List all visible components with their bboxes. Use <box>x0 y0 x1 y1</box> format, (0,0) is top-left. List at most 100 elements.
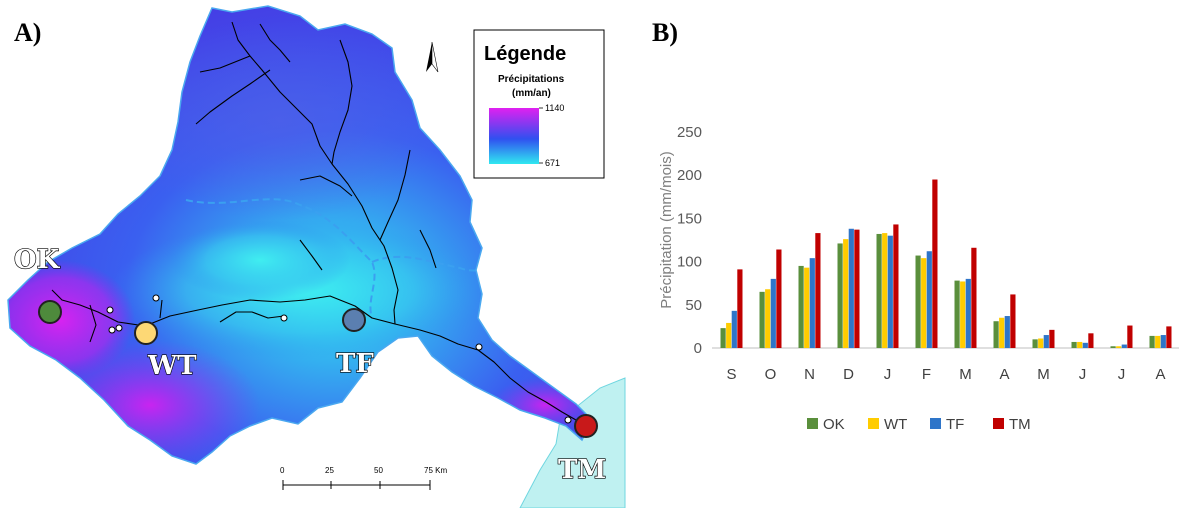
bar-tf <box>1082 342 1088 348</box>
bar-wt <box>804 267 810 348</box>
station-tf: TF <box>335 308 375 380</box>
svg-text:50: 50 <box>374 466 383 475</box>
legend-title: Légende <box>484 43 566 65</box>
svg-text:0: 0 <box>280 466 285 475</box>
bar-ok <box>1110 346 1116 348</box>
legend-min-value: 671 <box>545 158 560 168</box>
bar-wt <box>1116 346 1122 348</box>
x-tick-label: S <box>726 366 736 383</box>
precipitation-bar-chart: Précipitation (mm/mois) 050100150200250 … <box>658 124 1179 433</box>
legend-swatch-wt <box>868 418 879 429</box>
station-wt: WT <box>134 321 198 382</box>
legend-label-tf: TF <box>946 416 964 433</box>
x-tick-label: J <box>884 366 892 383</box>
chart-legend: OK WT TF TM <box>807 416 1031 433</box>
bar-tf <box>965 278 971 348</box>
x-tick-label: A <box>999 366 1009 383</box>
legend-subtitle: Précipitations <box>498 74 565 85</box>
bar-tm <box>815 233 821 348</box>
precipitation-map: OK WT TF TM Légende Précipitations (mm/a… <box>7 5 626 508</box>
bar-ok <box>915 255 921 348</box>
bar-tf <box>887 235 893 348</box>
bar-tm <box>971 247 977 348</box>
bar-tm <box>1088 333 1094 348</box>
y-tick-label: 0 <box>694 340 702 357</box>
svg-text:WT: WT <box>147 351 197 381</box>
bar-ok <box>759 291 765 348</box>
bar-tf <box>1004 316 1010 348</box>
bar-ok <box>1032 339 1038 348</box>
x-tick-label: M <box>1037 366 1050 383</box>
y-tick-label: 100 <box>677 254 702 271</box>
station-tm: TM <box>557 414 607 486</box>
bar-tf <box>926 251 932 348</box>
bar-ok <box>954 280 960 348</box>
bar-wt <box>765 289 771 348</box>
x-tick-label: O <box>765 366 777 383</box>
bar-tf <box>770 278 776 348</box>
gauge-points <box>106 294 572 424</box>
bar-tm <box>776 249 782 348</box>
north-arrow-icon <box>426 41 439 73</box>
x-tick-label: N <box>804 366 815 383</box>
bar-tm <box>1127 325 1133 348</box>
bar-wt <box>843 239 849 348</box>
bar-tm <box>1049 329 1055 348</box>
bar-tf <box>1121 344 1127 348</box>
legend-swatch-tf <box>930 418 941 429</box>
legend-label-wt: WT <box>884 416 907 433</box>
panel-a-label: A) <box>14 18 42 47</box>
river-network <box>51 21 577 421</box>
panel-b-label: B) <box>652 18 678 47</box>
subbasin-boundary <box>371 255 483 272</box>
bar-ok <box>1149 335 1155 348</box>
svg-text:75 Km: 75 Km <box>424 466 447 475</box>
svg-text:OK: OK <box>14 245 61 275</box>
legend-swatch-ok <box>807 418 818 429</box>
bar-ok <box>798 265 804 348</box>
bar-tm <box>1010 294 1016 348</box>
y-tick-label: 150 <box>677 210 702 227</box>
bar-ok <box>720 328 726 348</box>
bar-ok <box>1071 341 1077 348</box>
y-tick-label: 50 <box>685 297 702 314</box>
legend-subtitle-unit: (mm/an) <box>512 88 551 99</box>
bar-tf <box>1160 335 1166 348</box>
x-tick-label: F <box>922 366 931 383</box>
bar-tm <box>1166 326 1172 348</box>
bar-ok <box>837 243 843 348</box>
svg-text:25: 25 <box>325 466 334 475</box>
map-legend: Légende Précipitations (mm/an) 1140 671 <box>473 29 605 179</box>
x-tick-label: A <box>1155 366 1165 383</box>
bar-wt <box>999 317 1005 348</box>
y-tick-label: 250 <box>677 124 702 141</box>
legend-swatch-tm <box>993 418 1004 429</box>
bar-ok <box>993 321 999 348</box>
svg-text:TF: TF <box>336 349 374 379</box>
bar-tm <box>893 224 899 348</box>
sea-area <box>519 377 626 508</box>
bar-tf <box>848 228 854 348</box>
scale-bar: 0 25 50 75 Km <box>280 466 447 490</box>
y-axis: 0 50 100 150 200 250 <box>677 124 702 357</box>
legend-max-value: 1140 <box>545 103 564 113</box>
bar-tm <box>854 229 860 348</box>
bar-tm <box>932 179 938 348</box>
bar-tm <box>737 269 743 348</box>
legend-color-ramp <box>489 108 539 164</box>
bar-wt <box>1077 341 1083 348</box>
bar-wt <box>1155 335 1161 348</box>
legend-label-tm: TM <box>1009 416 1031 433</box>
y-axis-title: Précipitation (mm/mois) <box>658 151 675 309</box>
bar-tf <box>1043 335 1049 348</box>
bar-wt <box>921 258 927 348</box>
x-tick-label: M <box>959 366 972 383</box>
svg-text:TM: TM <box>558 455 606 485</box>
bar-wt <box>1038 338 1044 348</box>
bar-wt <box>882 233 888 348</box>
x-tick-label: D <box>843 366 854 383</box>
bar-wt <box>726 322 732 348</box>
bar-tf <box>809 258 815 348</box>
x-tick-label: J <box>1118 366 1126 383</box>
